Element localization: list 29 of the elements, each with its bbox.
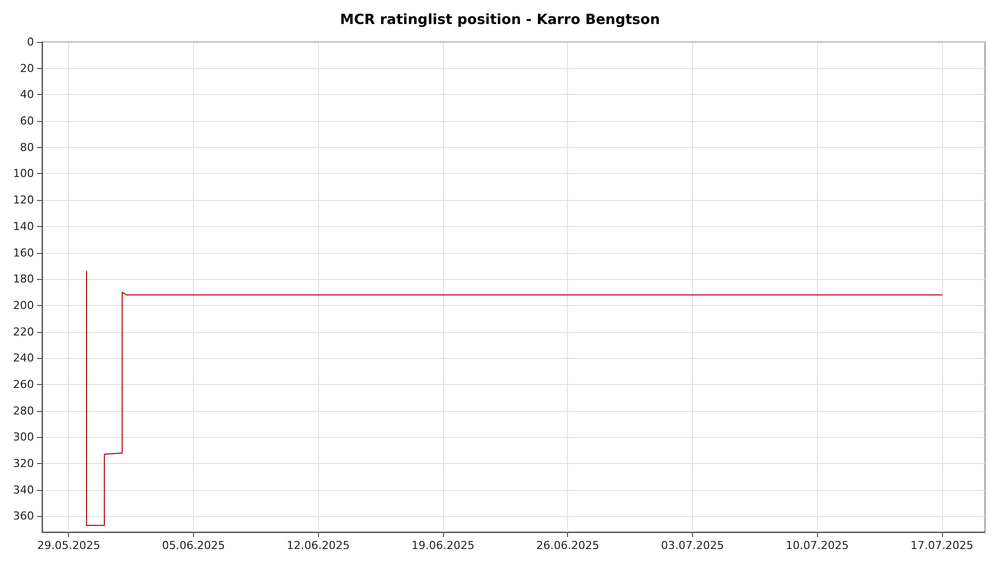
y-tick-label: 160 xyxy=(13,246,34,260)
y-tick-label: 80 xyxy=(20,140,34,154)
y-tick-label: 40 xyxy=(20,88,34,102)
y-tick-label: 260 xyxy=(13,378,34,391)
y-tick-label: 220 xyxy=(13,325,34,338)
y-tick-label: 120 xyxy=(13,194,34,207)
y-tick-label: 0 xyxy=(27,36,34,48)
x-tick-label: 05.06.2025 xyxy=(162,539,225,552)
y-tick-label: 280 xyxy=(13,404,34,418)
y-tick-label: 320 xyxy=(13,457,34,470)
y-tick-label: 200 xyxy=(13,298,34,312)
y-tick-label: 20 xyxy=(20,62,34,75)
x-tick-label: 03.07.2025 xyxy=(660,539,724,552)
y-tick-label: 360 xyxy=(13,510,34,523)
x-tick-label: 29.05.2025 xyxy=(37,539,100,552)
y-tick-label: 340 xyxy=(13,483,34,496)
y-tick-label: 60 xyxy=(20,114,34,128)
y-tick-label: 140 xyxy=(13,220,34,233)
y-tick-label: 100 xyxy=(13,167,34,180)
y-tick-label: 180 xyxy=(13,272,34,286)
x-tick-label: 26.06.2025 xyxy=(536,539,600,552)
chart-title: MCR ratinglist position - Karro Bengtson xyxy=(340,12,660,28)
x-tick-label: 12.06.2025 xyxy=(286,539,350,552)
y-tick-label: 240 xyxy=(13,352,34,365)
x-tick-label: 17.07.2025 xyxy=(910,539,974,552)
x-tick-label: 19.06.2025 xyxy=(411,539,474,552)
y-tick-label: 300 xyxy=(13,430,34,444)
line-series xyxy=(86,270,942,526)
x-tick-label: 10.07.2025 xyxy=(786,539,849,552)
